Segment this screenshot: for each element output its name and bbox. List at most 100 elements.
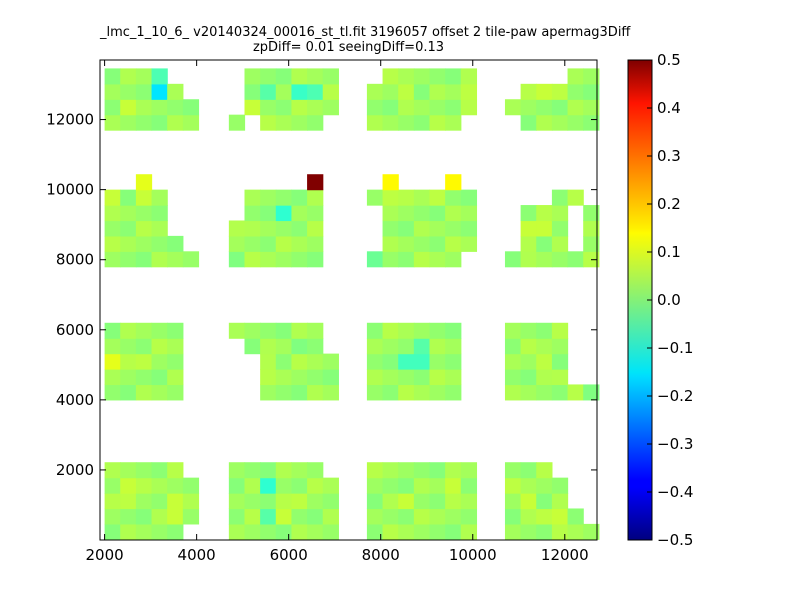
heatmap-cell [445, 189, 462, 206]
heatmap-cell [551, 220, 569, 237]
colorbar-tick-label: 0.1 [657, 243, 681, 261]
heatmap-cell [244, 235, 261, 252]
heatmap-cell [536, 338, 553, 355]
heatmap-cell [167, 83, 184, 100]
heatmap-cell [551, 508, 569, 525]
heatmap-cell [398, 99, 415, 116]
heatmap-cell [260, 83, 277, 100]
heatmap-cell [504, 508, 522, 525]
heatmap-cell [366, 477, 384, 494]
heatmap-cell [445, 384, 462, 401]
heatmap-cell [120, 235, 137, 252]
heatmap-cell [413, 353, 431, 370]
heatmap-cell [445, 83, 462, 100]
heatmap-cell [551, 189, 569, 206]
x-tick-label: 12000 [541, 546, 589, 564]
heatmap-cell [382, 523, 399, 540]
heatmap-cell [151, 338, 168, 355]
heatmap-cell [551, 99, 569, 116]
heatmap-cell [291, 384, 308, 401]
heatmap-cell [167, 251, 184, 268]
heatmap-cell [182, 477, 200, 494]
heatmap-cell [120, 369, 137, 386]
heatmap-cell [291, 493, 308, 510]
y-tick-label: 12000 [46, 111, 94, 129]
heatmap-cell [382, 205, 399, 222]
heatmap-cell [567, 384, 584, 401]
heatmap-cell [583, 99, 600, 116]
heatmap-cell [551, 322, 569, 339]
heatmap-cell [260, 189, 277, 206]
heatmap-cell [291, 338, 308, 355]
heatmap-cell [260, 523, 277, 540]
heatmap-cell [151, 508, 168, 525]
heatmap-cell [104, 83, 121, 100]
heatmap-cell [167, 462, 184, 479]
colorbar-axis: 0.5 0.4 0.3 0.2 0.1 0.0 −0.1 −0.2 −0.3 −0.4 −0.5 [647, 51, 693, 549]
heatmap-cell [260, 235, 277, 252]
heatmap-cell [151, 205, 168, 222]
heatmap-cell [275, 384, 293, 401]
heatmap-cell [104, 220, 121, 237]
heatmap-cell [413, 205, 431, 222]
heatmap-cell [460, 83, 478, 100]
heatmap-cell [504, 477, 522, 494]
heatmap-cell [460, 235, 478, 252]
heatmap-cell [260, 477, 277, 494]
heatmap-cell [551, 114, 569, 131]
heatmap-cell [398, 523, 415, 540]
heatmap-cell [275, 523, 293, 540]
heatmap-cell [583, 83, 600, 100]
heatmap-cell [120, 189, 137, 206]
heatmap-cell [366, 462, 384, 479]
heatmap-cell [291, 205, 308, 222]
heatmap-cell [260, 114, 277, 131]
heatmap-cell [228, 477, 246, 494]
heatmap-cell [322, 83, 339, 100]
heatmap-cell [382, 384, 399, 401]
heatmap-cell [104, 189, 121, 206]
heatmap-cell [135, 338, 153, 355]
heatmap-cell [445, 322, 462, 339]
heatmap-cell [151, 384, 168, 401]
heatmap-cell [504, 251, 522, 268]
heatmap-cell [551, 353, 569, 370]
heatmap-cell [382, 338, 399, 355]
heatmap-cell [445, 338, 462, 355]
heatmap-cell [382, 322, 399, 339]
heatmap-cell [366, 83, 384, 100]
heatmap-cell [398, 83, 415, 100]
heatmap-cell [135, 508, 153, 525]
heatmap-cell [429, 508, 446, 525]
heatmap-cell [551, 369, 569, 386]
heatmap-cell [135, 384, 153, 401]
heatmap-cell [120, 68, 137, 85]
heatmap-cell [520, 462, 537, 479]
heatmap-cell [307, 83, 324, 100]
heatmap-cell [445, 251, 462, 268]
heatmap-cell [291, 508, 308, 525]
heatmap-cell [120, 322, 137, 339]
heatmap-cell [536, 477, 553, 494]
heatmap-cell [536, 462, 553, 479]
heatmap-cell [275, 220, 293, 237]
heatmap-cell [382, 189, 399, 206]
heatmap-cell [104, 322, 121, 339]
heatmap-cell [167, 99, 184, 116]
heatmap-cell [275, 508, 293, 525]
heatmap-cell [551, 235, 569, 252]
heatmap-cell [151, 523, 168, 540]
heatmap-cell [536, 235, 553, 252]
heatmap-cell [244, 83, 261, 100]
heatmap-cell [275, 353, 293, 370]
heatmap-cell [520, 99, 537, 116]
heatmap-cell [413, 508, 431, 525]
heatmap-cell [398, 338, 415, 355]
heatmap-cell [135, 477, 153, 494]
heatmap-cell [291, 99, 308, 116]
heatmap-cell [520, 523, 537, 540]
heatmap-cell [551, 493, 569, 510]
heatmap-cell [167, 508, 184, 525]
heatmap-cell [460, 462, 478, 479]
heatmap-cell [382, 174, 399, 191]
